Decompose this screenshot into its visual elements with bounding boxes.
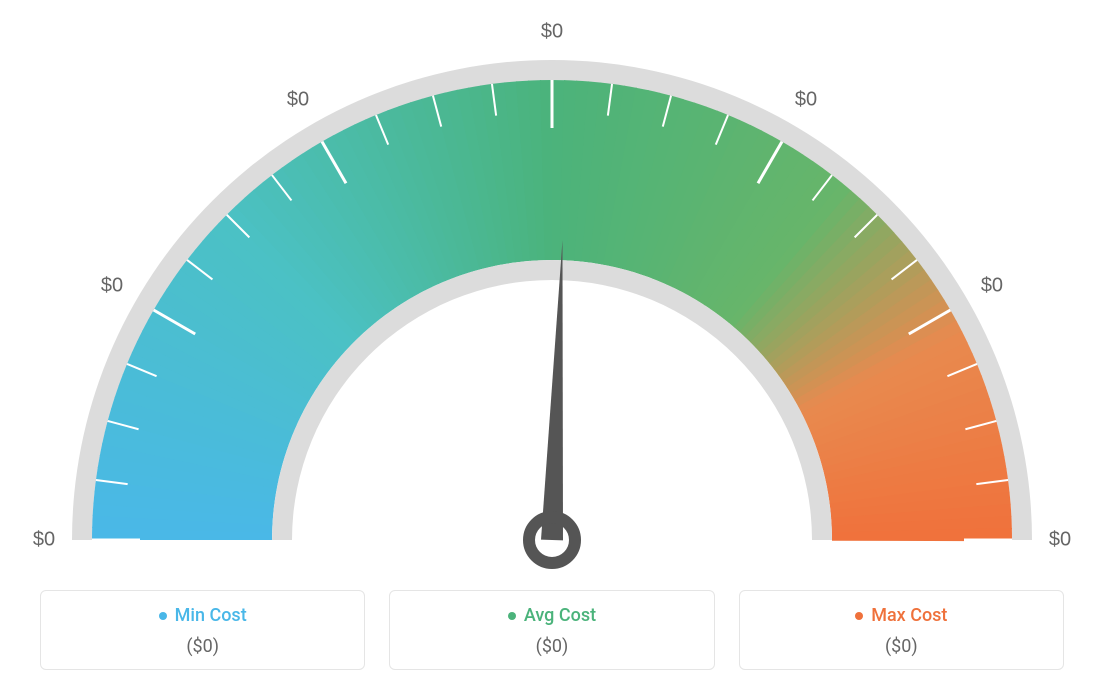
legend-card-avg: Avg Cost ($0) xyxy=(389,590,714,671)
svg-text:$0: $0 xyxy=(795,88,817,110)
legend-label: Max Cost xyxy=(871,605,947,626)
legend-label: Min Cost xyxy=(175,605,247,626)
legend-title-min: Min Cost xyxy=(159,605,247,626)
legend-title-max: Max Cost xyxy=(855,605,947,626)
svg-text:$0: $0 xyxy=(33,528,55,550)
legend-value: ($0) xyxy=(51,636,354,657)
gauge-chart-container: $0 $0 $0 $0 $0 $0 $0 Min Cost ($0) Avg Cost ($… xyxy=(0,0,1104,690)
legend-row: Min Cost ($0) Avg Cost ($0) Max Cost ($0… xyxy=(40,590,1064,671)
svg-text:$0: $0 xyxy=(101,274,123,296)
legend-title-avg: Avg Cost xyxy=(508,605,596,626)
svg-text:$0: $0 xyxy=(541,20,563,42)
legend-label: Avg Cost xyxy=(524,605,596,626)
legend-card-min: Min Cost ($0) xyxy=(40,590,365,671)
dot-icon xyxy=(855,612,863,620)
gauge-wrap: $0 $0 $0 $0 $0 $0 $0 xyxy=(0,10,1104,570)
dot-icon xyxy=(159,612,167,620)
svg-text:$0: $0 xyxy=(287,88,309,110)
svg-text:$0: $0 xyxy=(981,274,1003,296)
legend-value: ($0) xyxy=(750,636,1053,657)
legend-value: ($0) xyxy=(400,636,703,657)
legend-card-max: Max Cost ($0) xyxy=(739,590,1064,671)
svg-text:$0: $0 xyxy=(1049,528,1071,550)
dot-icon xyxy=(508,612,516,620)
gauge-svg: $0 $0 $0 $0 $0 $0 $0 xyxy=(0,10,1104,570)
